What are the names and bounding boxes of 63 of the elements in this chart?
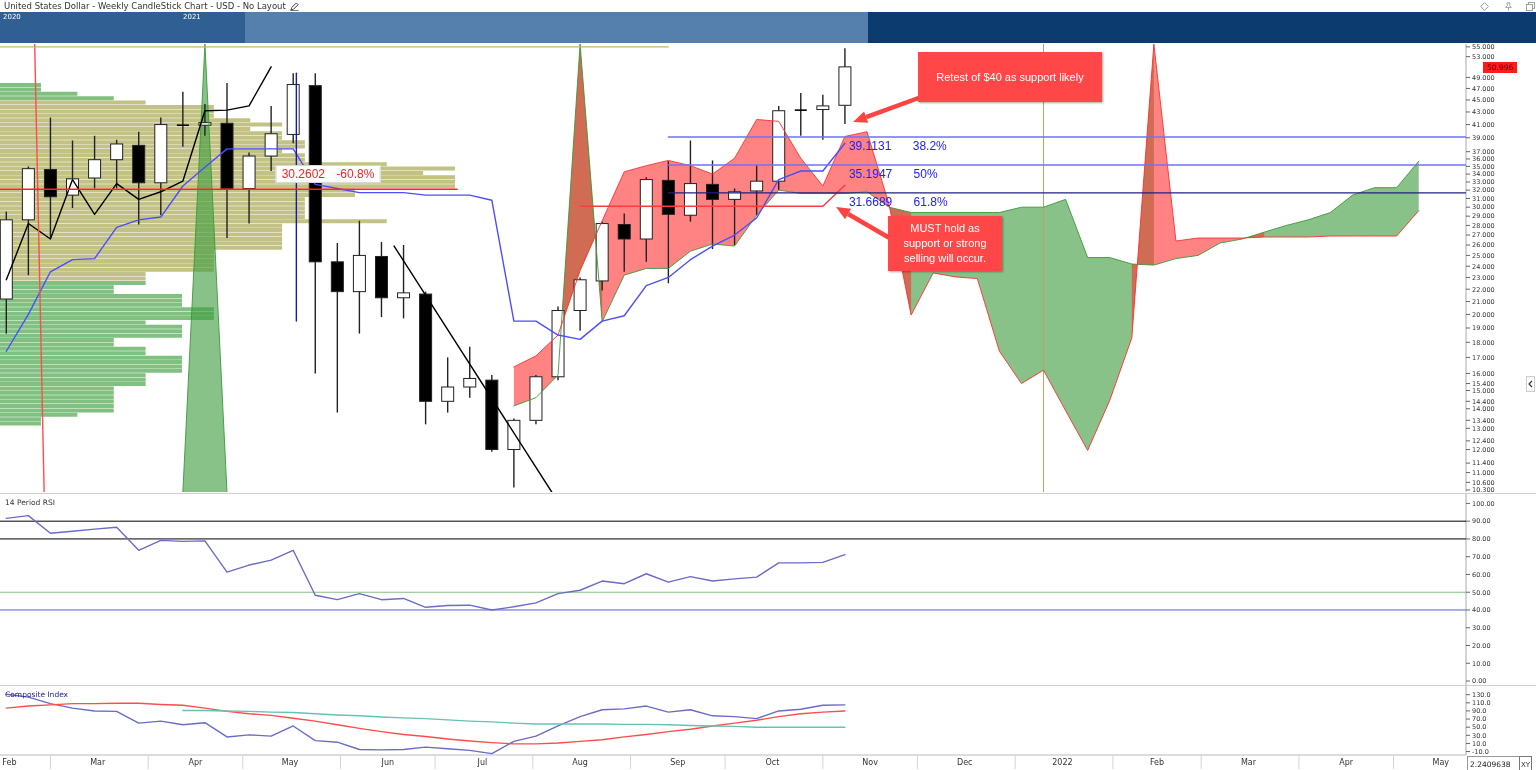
bar xyxy=(0,382,146,387)
callout-box: Retest of $40 as support likely xyxy=(918,52,1102,102)
x-tick-label: Feb xyxy=(1149,757,1165,767)
candlestick xyxy=(750,164,764,216)
line-series xyxy=(5,514,846,611)
candlestick xyxy=(463,346,477,399)
candlestick xyxy=(441,356,455,414)
x-tick-label: Mar xyxy=(1240,757,1257,767)
x-tick-label: Mar xyxy=(90,757,106,767)
bar xyxy=(0,360,182,365)
x-tick-label: Apr xyxy=(188,757,204,767)
bar xyxy=(0,104,214,109)
x-tick-label: 2022 xyxy=(1052,757,1073,767)
bar xyxy=(0,395,114,400)
x-tick-label: Jul xyxy=(476,757,488,767)
candlestick xyxy=(176,91,190,148)
bar xyxy=(0,307,214,312)
bar xyxy=(0,109,214,114)
bar xyxy=(0,421,41,426)
x-tick-label: Apr xyxy=(1339,757,1354,767)
chart-title: United States Dollar - Weekly CandleStick Chart - USD - No Layout xyxy=(4,1,286,12)
x-tick-label: May xyxy=(1432,757,1450,767)
line-series xyxy=(513,44,1420,451)
bar xyxy=(0,333,182,338)
line-series xyxy=(182,709,846,728)
bar xyxy=(0,364,182,369)
bar xyxy=(0,390,114,395)
bar xyxy=(0,355,182,360)
bar xyxy=(0,298,182,303)
bar xyxy=(0,377,146,382)
bar xyxy=(0,346,146,351)
bar xyxy=(0,311,214,316)
candlestick xyxy=(816,94,830,141)
candlestick xyxy=(397,244,411,320)
bar xyxy=(0,316,214,321)
x-tick-label: Dec xyxy=(956,757,973,767)
line-series xyxy=(5,66,272,281)
bar xyxy=(0,368,182,373)
candlestick xyxy=(617,212,631,273)
line-series xyxy=(5,693,846,755)
bar xyxy=(0,210,305,215)
annotation: MUST hold as support or strong selling will occur. xyxy=(902,221,988,266)
bar xyxy=(0,404,114,409)
bar xyxy=(0,329,182,334)
annotation: 30.2602 -60.8% xyxy=(275,165,381,183)
bar xyxy=(0,408,114,413)
bar xyxy=(0,324,182,329)
x-tick-label: Nov xyxy=(862,757,879,767)
x-tick-label: Sep xyxy=(670,757,686,767)
line-series xyxy=(5,702,846,745)
x-tick-label: May xyxy=(281,757,299,767)
x-tick-label: Feb xyxy=(2,757,17,767)
x-tick-label: Jun xyxy=(380,757,395,767)
x-tick-label: Aug xyxy=(572,757,588,767)
annotation: Retest of $40 as support likely xyxy=(935,69,1085,85)
bar xyxy=(0,399,114,404)
bar xyxy=(0,96,114,101)
x-tick-label: Oct xyxy=(765,757,780,767)
callout-box: MUST hold as support or strong selling will occur. xyxy=(888,216,1002,271)
annotation: 39.1131 38.2% xyxy=(848,139,948,154)
annotation: 35.1947 50% xyxy=(848,167,938,182)
candlestick xyxy=(793,92,808,137)
bar xyxy=(0,83,41,87)
